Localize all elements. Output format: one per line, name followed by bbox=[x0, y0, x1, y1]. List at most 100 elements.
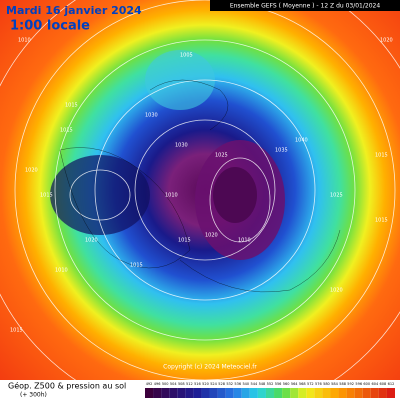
scale-swatch bbox=[282, 388, 291, 398]
scale-swatch bbox=[185, 388, 194, 398]
scale-swatch bbox=[249, 388, 258, 398]
scale-swatch bbox=[193, 388, 202, 398]
date: Mardi 16 janvier 2024 bbox=[6, 4, 142, 17]
isobar-labels: 1010 1015 1015 1005 1020 1030 1025 1030 1035 1040… bbox=[10, 38, 393, 334]
scale-label: 592 bbox=[347, 382, 354, 386]
isobar-label: 1010 bbox=[18, 38, 31, 44]
isobar-label: 1030 bbox=[145, 113, 158, 119]
scale-swatch bbox=[378, 388, 387, 398]
isobar-label: 1010 bbox=[238, 238, 251, 244]
scale-swatch bbox=[322, 388, 331, 398]
scale-swatch bbox=[257, 388, 266, 398]
scale-swatch bbox=[265, 388, 275, 398]
isobar-label: 1025 bbox=[215, 153, 228, 159]
scale-swatch bbox=[201, 388, 210, 398]
scale-swatch bbox=[177, 388, 186, 398]
model-bar bbox=[210, 0, 400, 11]
scale-label: 544 bbox=[251, 382, 258, 386]
scale-swatch bbox=[217, 388, 226, 398]
isobar-label: 1035 bbox=[275, 148, 288, 154]
color-scale: 492 496 500 504 508 512 516 520 524 528 532 536 540 5… bbox=[145, 382, 395, 398]
scale-label: 564 bbox=[291, 382, 298, 386]
scale-label: 540 bbox=[242, 382, 249, 386]
scale-label: 588 bbox=[339, 382, 346, 386]
scale-swatch bbox=[362, 388, 371, 398]
scale-swatch bbox=[233, 388, 242, 398]
isobar-label: 1010 bbox=[165, 193, 178, 199]
scale-label: 492 bbox=[146, 382, 153, 386]
isobar-label: 1015 bbox=[130, 263, 143, 269]
scale-swatch bbox=[386, 388, 395, 398]
scale-label: 504 bbox=[170, 382, 177, 386]
scale-label: 496 bbox=[154, 382, 161, 386]
scale-label: 576 bbox=[315, 382, 322, 386]
scale-label: 556 bbox=[275, 382, 282, 386]
isobar-label: 1040 bbox=[295, 138, 308, 144]
scale-swatch bbox=[370, 388, 379, 398]
time: 1:00 locale bbox=[10, 19, 90, 34]
footer-lead: (+ 300h) bbox=[20, 392, 47, 399]
scale-label: 528 bbox=[218, 382, 225, 386]
scale-label: 600 bbox=[363, 382, 370, 386]
scale-label: 516 bbox=[194, 382, 201, 386]
isobar-label: 1020 bbox=[25, 168, 38, 174]
scale-label: 608 bbox=[380, 382, 387, 386]
scale-swatch bbox=[241, 388, 250, 398]
isobar-label: 1015 bbox=[375, 218, 388, 224]
scale-swatch bbox=[161, 388, 170, 398]
isobar-label: 1030 bbox=[175, 143, 188, 149]
footer-title: Géop. Z500 & pression au sol bbox=[8, 381, 126, 391]
low-core bbox=[213, 167, 257, 223]
scale-label: 500 bbox=[162, 382, 169, 386]
isobar-label: 1020 bbox=[330, 288, 343, 294]
isobar-label: 1015 bbox=[60, 128, 73, 134]
scale-label: 580 bbox=[323, 382, 330, 386]
isobar-label: 1005 bbox=[180, 53, 193, 59]
scale-label: 568 bbox=[299, 382, 306, 386]
scale-swatch bbox=[346, 388, 355, 398]
scale-label: 532 bbox=[226, 382, 233, 386]
scale-swatch bbox=[274, 388, 283, 398]
scale-label: 520 bbox=[202, 382, 209, 386]
coastlines bbox=[59, 79, 341, 293]
scale-label: 548 bbox=[259, 382, 266, 386]
scale-swatch bbox=[209, 388, 218, 398]
scale-swatch bbox=[153, 388, 162, 398]
scale-swatch bbox=[338, 388, 347, 398]
scale-label: 512 bbox=[186, 382, 193, 386]
scale-swatch bbox=[145, 388, 154, 398]
scale-swatch bbox=[314, 388, 323, 398]
isobar-label: 1020 bbox=[380, 38, 393, 44]
isobar-label: 1015 bbox=[10, 328, 23, 334]
scale-label: 524 bbox=[210, 382, 217, 386]
scale-label: 596 bbox=[355, 382, 362, 386]
model: Ensemble GEFS ( Moyenne ) - 12 Z du 03/0… bbox=[230, 3, 381, 10]
scale-label: 560 bbox=[283, 382, 290, 386]
scale-swatch bbox=[306, 388, 315, 398]
scale-label: 508 bbox=[178, 382, 185, 386]
scale-label: 572 bbox=[307, 382, 314, 386]
scale-label: 536 bbox=[234, 382, 241, 386]
scale-label: 552 bbox=[267, 382, 274, 386]
isobar-label: 1015 bbox=[375, 153, 388, 159]
isobar-label: 1015 bbox=[40, 193, 53, 199]
isobar-label: 1025 bbox=[330, 193, 343, 199]
scale-label: 584 bbox=[331, 382, 338, 386]
isobar-label: 1020 bbox=[85, 238, 98, 244]
scale-swatch bbox=[225, 388, 234, 398]
scale-label: 604 bbox=[371, 382, 378, 386]
isobar-label: 1015 bbox=[65, 103, 78, 109]
isobar-label: 1020 bbox=[205, 233, 218, 239]
trough bbox=[50, 155, 150, 235]
scale-swatch bbox=[298, 388, 307, 398]
copyright: Copyright (c) 2024 Meteociel.fr bbox=[163, 364, 257, 371]
scale-swatch bbox=[169, 388, 178, 398]
isobar-label: 1010 bbox=[55, 268, 68, 274]
isobar-label: 1015 bbox=[178, 238, 191, 244]
scale-swatch bbox=[330, 388, 339, 398]
scale-swatch bbox=[290, 388, 299, 398]
scale-label: 612 bbox=[388, 382, 395, 386]
scale-swatch bbox=[354, 388, 363, 398]
